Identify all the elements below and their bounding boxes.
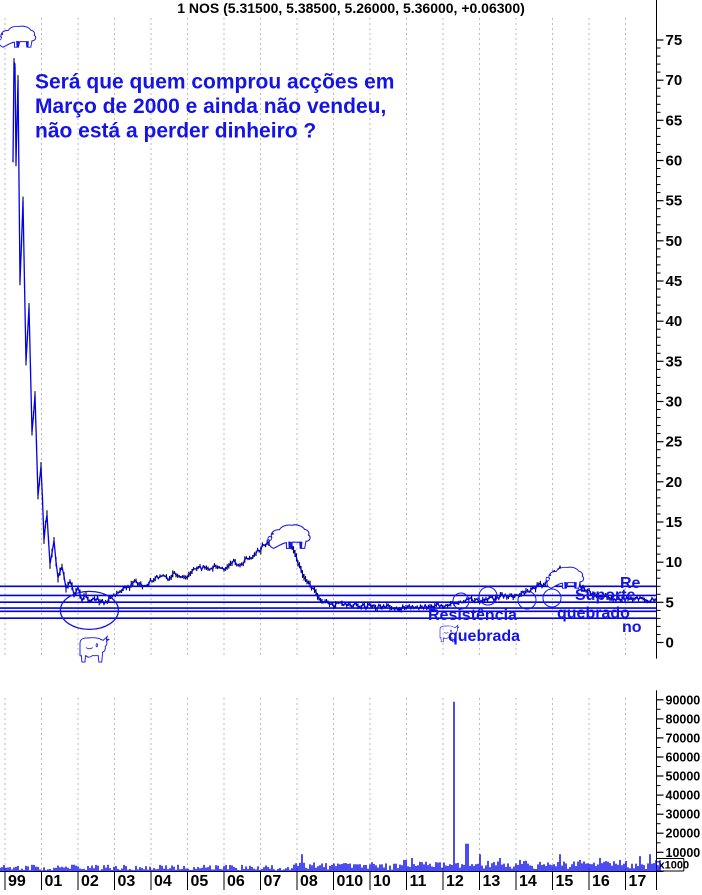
svg-text:99: 99 <box>8 873 26 890</box>
svg-text:03: 03 <box>118 873 136 890</box>
svg-text:0: 0 <box>666 635 674 652</box>
svg-text:80000: 80000 <box>666 712 701 726</box>
svg-text:10: 10 <box>373 873 391 890</box>
svg-text:06: 06 <box>227 873 245 890</box>
svg-text:60: 60 <box>666 153 683 170</box>
svg-text:14: 14 <box>519 873 537 890</box>
svg-text:25: 25 <box>666 434 683 451</box>
svg-text:5: 5 <box>666 594 674 611</box>
svg-text:10: 10 <box>666 554 683 571</box>
svg-text:70: 70 <box>666 72 683 89</box>
svg-text:08: 08 <box>300 873 318 890</box>
svg-text:60000: 60000 <box>666 751 701 765</box>
svg-text:45: 45 <box>666 273 683 290</box>
svg-text:20000: 20000 <box>666 827 701 841</box>
svg-text:x1000: x1000 <box>659 860 690 872</box>
svg-text:não está a perder dinheiro ?: não está a perder dinheiro ? <box>35 120 316 143</box>
svg-text:70000: 70000 <box>666 731 701 745</box>
svg-text:40: 40 <box>666 313 683 330</box>
svg-text:1 NOS (5.31500, 5.38500, 5.260: 1 NOS (5.31500, 5.38500, 5.26000, 5.3600… <box>177 0 525 16</box>
svg-text:10000: 10000 <box>666 846 701 860</box>
svg-text:75: 75 <box>666 32 683 49</box>
svg-text:15: 15 <box>556 873 574 890</box>
svg-text:17: 17 <box>629 873 647 890</box>
svg-text:01: 01 <box>45 873 63 890</box>
svg-text:quebrado: quebrado <box>557 605 630 622</box>
svg-text:40000: 40000 <box>666 789 701 803</box>
svg-text:07: 07 <box>264 873 282 890</box>
svg-text:05: 05 <box>191 873 209 890</box>
svg-text:30: 30 <box>666 394 683 411</box>
svg-text:no: no <box>622 619 642 636</box>
svg-text:15: 15 <box>666 514 683 531</box>
svg-text:quebrada: quebrada <box>448 628 520 645</box>
svg-text:50: 50 <box>666 233 683 250</box>
svg-text:Resistência: Resistência <box>428 607 517 624</box>
svg-text:02: 02 <box>81 873 99 890</box>
svg-text:11: 11 <box>410 873 427 890</box>
svg-text:12: 12 <box>446 873 464 890</box>
svg-text:16: 16 <box>592 873 610 890</box>
svg-text:20: 20 <box>666 474 683 491</box>
svg-text:55: 55 <box>666 193 683 210</box>
svg-text:Março de 2000 e ainda não vend: Março de 2000 e ainda não vendeu, <box>35 95 386 118</box>
svg-text:13: 13 <box>483 873 501 890</box>
svg-text:30000: 30000 <box>666 808 701 822</box>
svg-text:010: 010 <box>337 873 364 890</box>
svg-text:Re: Re <box>620 575 641 592</box>
svg-text:35: 35 <box>666 353 683 370</box>
svg-text:Será que quem comprou acções e: Será que quem comprou acções em <box>35 70 394 93</box>
svg-text:04: 04 <box>154 873 172 890</box>
svg-text:65: 65 <box>666 112 683 129</box>
svg-text:90000: 90000 <box>666 693 701 707</box>
svg-text:50000: 50000 <box>666 770 701 784</box>
